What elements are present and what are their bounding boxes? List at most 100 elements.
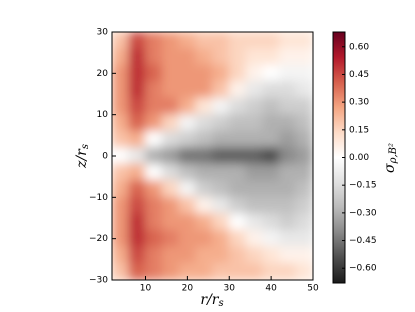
heatmap-cell — [112, 147, 130, 165]
heatmap-cell — [245, 163, 264, 182]
heatmap-cell — [145, 48, 163, 66]
heatmap-cell — [161, 130, 180, 149]
heatmap-cell — [128, 196, 146, 215]
heatmap-cell — [112, 246, 130, 264]
y-tick-label: 10 — [97, 110, 109, 120]
heatmap-cell — [145, 97, 163, 116]
heatmap-cell — [161, 246, 180, 264]
heatmap-cell — [178, 229, 197, 248]
heatmap-cell — [195, 196, 213, 215]
heatmap-cell — [212, 130, 230, 149]
y-tick-label: 30 — [97, 28, 109, 38]
heatmap-cell — [178, 213, 197, 231]
heatmap-cell — [128, 32, 146, 50]
heatmap-cell — [295, 114, 313, 132]
heatmap-cell — [128, 130, 146, 149]
heatmap-cell — [279, 147, 297, 165]
heatmap-cell — [245, 130, 264, 149]
heatmap-cell — [145, 180, 163, 198]
heatmap-cell — [262, 81, 280, 99]
heatmap-cell — [212, 32, 230, 50]
x-tick-label: 10 — [140, 284, 152, 294]
heatmap-cell — [212, 97, 230, 116]
y-tick-label: −10 — [89, 193, 108, 203]
heatmap-cell — [279, 97, 297, 116]
heatmap-cell — [161, 262, 180, 280]
colorbar-tick-label: 0.00 — [349, 153, 369, 163]
heatmap-cell — [279, 163, 297, 182]
heatmap-cell — [295, 64, 313, 83]
x-axis-label: r/rs — [200, 292, 223, 309]
heatmap-cell — [228, 163, 247, 182]
x-tick-label: 50 — [307, 284, 319, 294]
heatmap-cell — [212, 246, 230, 264]
heatmap-cell — [145, 114, 163, 132]
x-label-subscript: s — [218, 298, 223, 309]
heatmap-cell — [195, 147, 213, 165]
heatmap-cell — [112, 163, 130, 182]
heatmap-cell — [212, 196, 230, 215]
heatmap-cell — [195, 64, 213, 83]
heatmap-cell — [262, 180, 280, 198]
heatmap-cell — [212, 48, 230, 66]
heatmap-cell — [262, 114, 280, 132]
heatmap-cell — [128, 97, 146, 116]
heatmap-cell — [212, 147, 230, 165]
y-label-base: z/r — [74, 148, 90, 169]
heatmap-cell — [262, 97, 280, 116]
heatmap-cell — [295, 147, 313, 165]
heatmap-cell — [145, 130, 163, 149]
heatmap-cell — [195, 32, 213, 50]
heatmap-cell — [245, 114, 264, 132]
heatmap-cell — [212, 262, 230, 280]
heatmap-cell — [262, 229, 280, 248]
heatmap-cell — [279, 213, 297, 231]
heatmap-cell — [161, 97, 180, 116]
heatmap-cell — [228, 262, 247, 280]
heatmap-cell — [295, 130, 313, 149]
heatmap-cell — [161, 229, 180, 248]
heatmap-cell — [161, 213, 180, 231]
heatmap-cell — [295, 262, 313, 280]
heatmap-cell — [145, 229, 163, 248]
heatmap-cell — [195, 114, 213, 132]
heatmap-cell — [128, 246, 146, 264]
y-tick-label: −30 — [89, 276, 108, 286]
heatmap-cell — [228, 64, 247, 83]
heatmap-cell — [145, 32, 163, 50]
colorbar-label-base: σ — [382, 163, 398, 173]
heatmap-cell — [262, 64, 280, 83]
heatmap-cell — [178, 246, 197, 264]
x-label-base: r/r — [200, 292, 219, 308]
heatmap-cell — [112, 48, 130, 66]
heatmap-cell — [228, 229, 247, 248]
heatmap-cell — [279, 246, 297, 264]
heatmap-cell — [279, 180, 297, 198]
x-tick-label: 30 — [224, 284, 236, 294]
heatmap-cell — [161, 196, 180, 215]
heatmap-cell — [112, 32, 130, 50]
colorbar-label-subscript: ρ,B² — [388, 143, 399, 164]
heatmap-cell — [212, 114, 230, 132]
heatmap-cell — [228, 114, 247, 132]
heatmap-cell — [279, 64, 297, 83]
heatmap-cell — [228, 213, 247, 231]
heatmap-cell — [128, 163, 146, 182]
heatmap-cell — [112, 130, 130, 149]
y-label-subscript: s — [80, 144, 91, 149]
heatmap-cell — [228, 81, 247, 99]
heatmap-cell — [245, 32, 264, 50]
heatmap-cell — [262, 32, 280, 50]
heatmap-cell — [145, 147, 163, 165]
heatmap-cell — [245, 180, 264, 198]
heatmap-cell — [245, 229, 264, 248]
heatmap-cell — [245, 81, 264, 99]
colorbar-tick-label: 0.30 — [349, 98, 369, 108]
heatmap-cell — [112, 81, 130, 99]
heatmap-cell — [228, 147, 247, 165]
colorbar-tick-label: −0.30 — [349, 208, 377, 218]
heatmap-cell — [178, 163, 197, 182]
colorbar-tick-label: 0.15 — [349, 125, 369, 135]
heatmap-cell — [245, 246, 264, 264]
